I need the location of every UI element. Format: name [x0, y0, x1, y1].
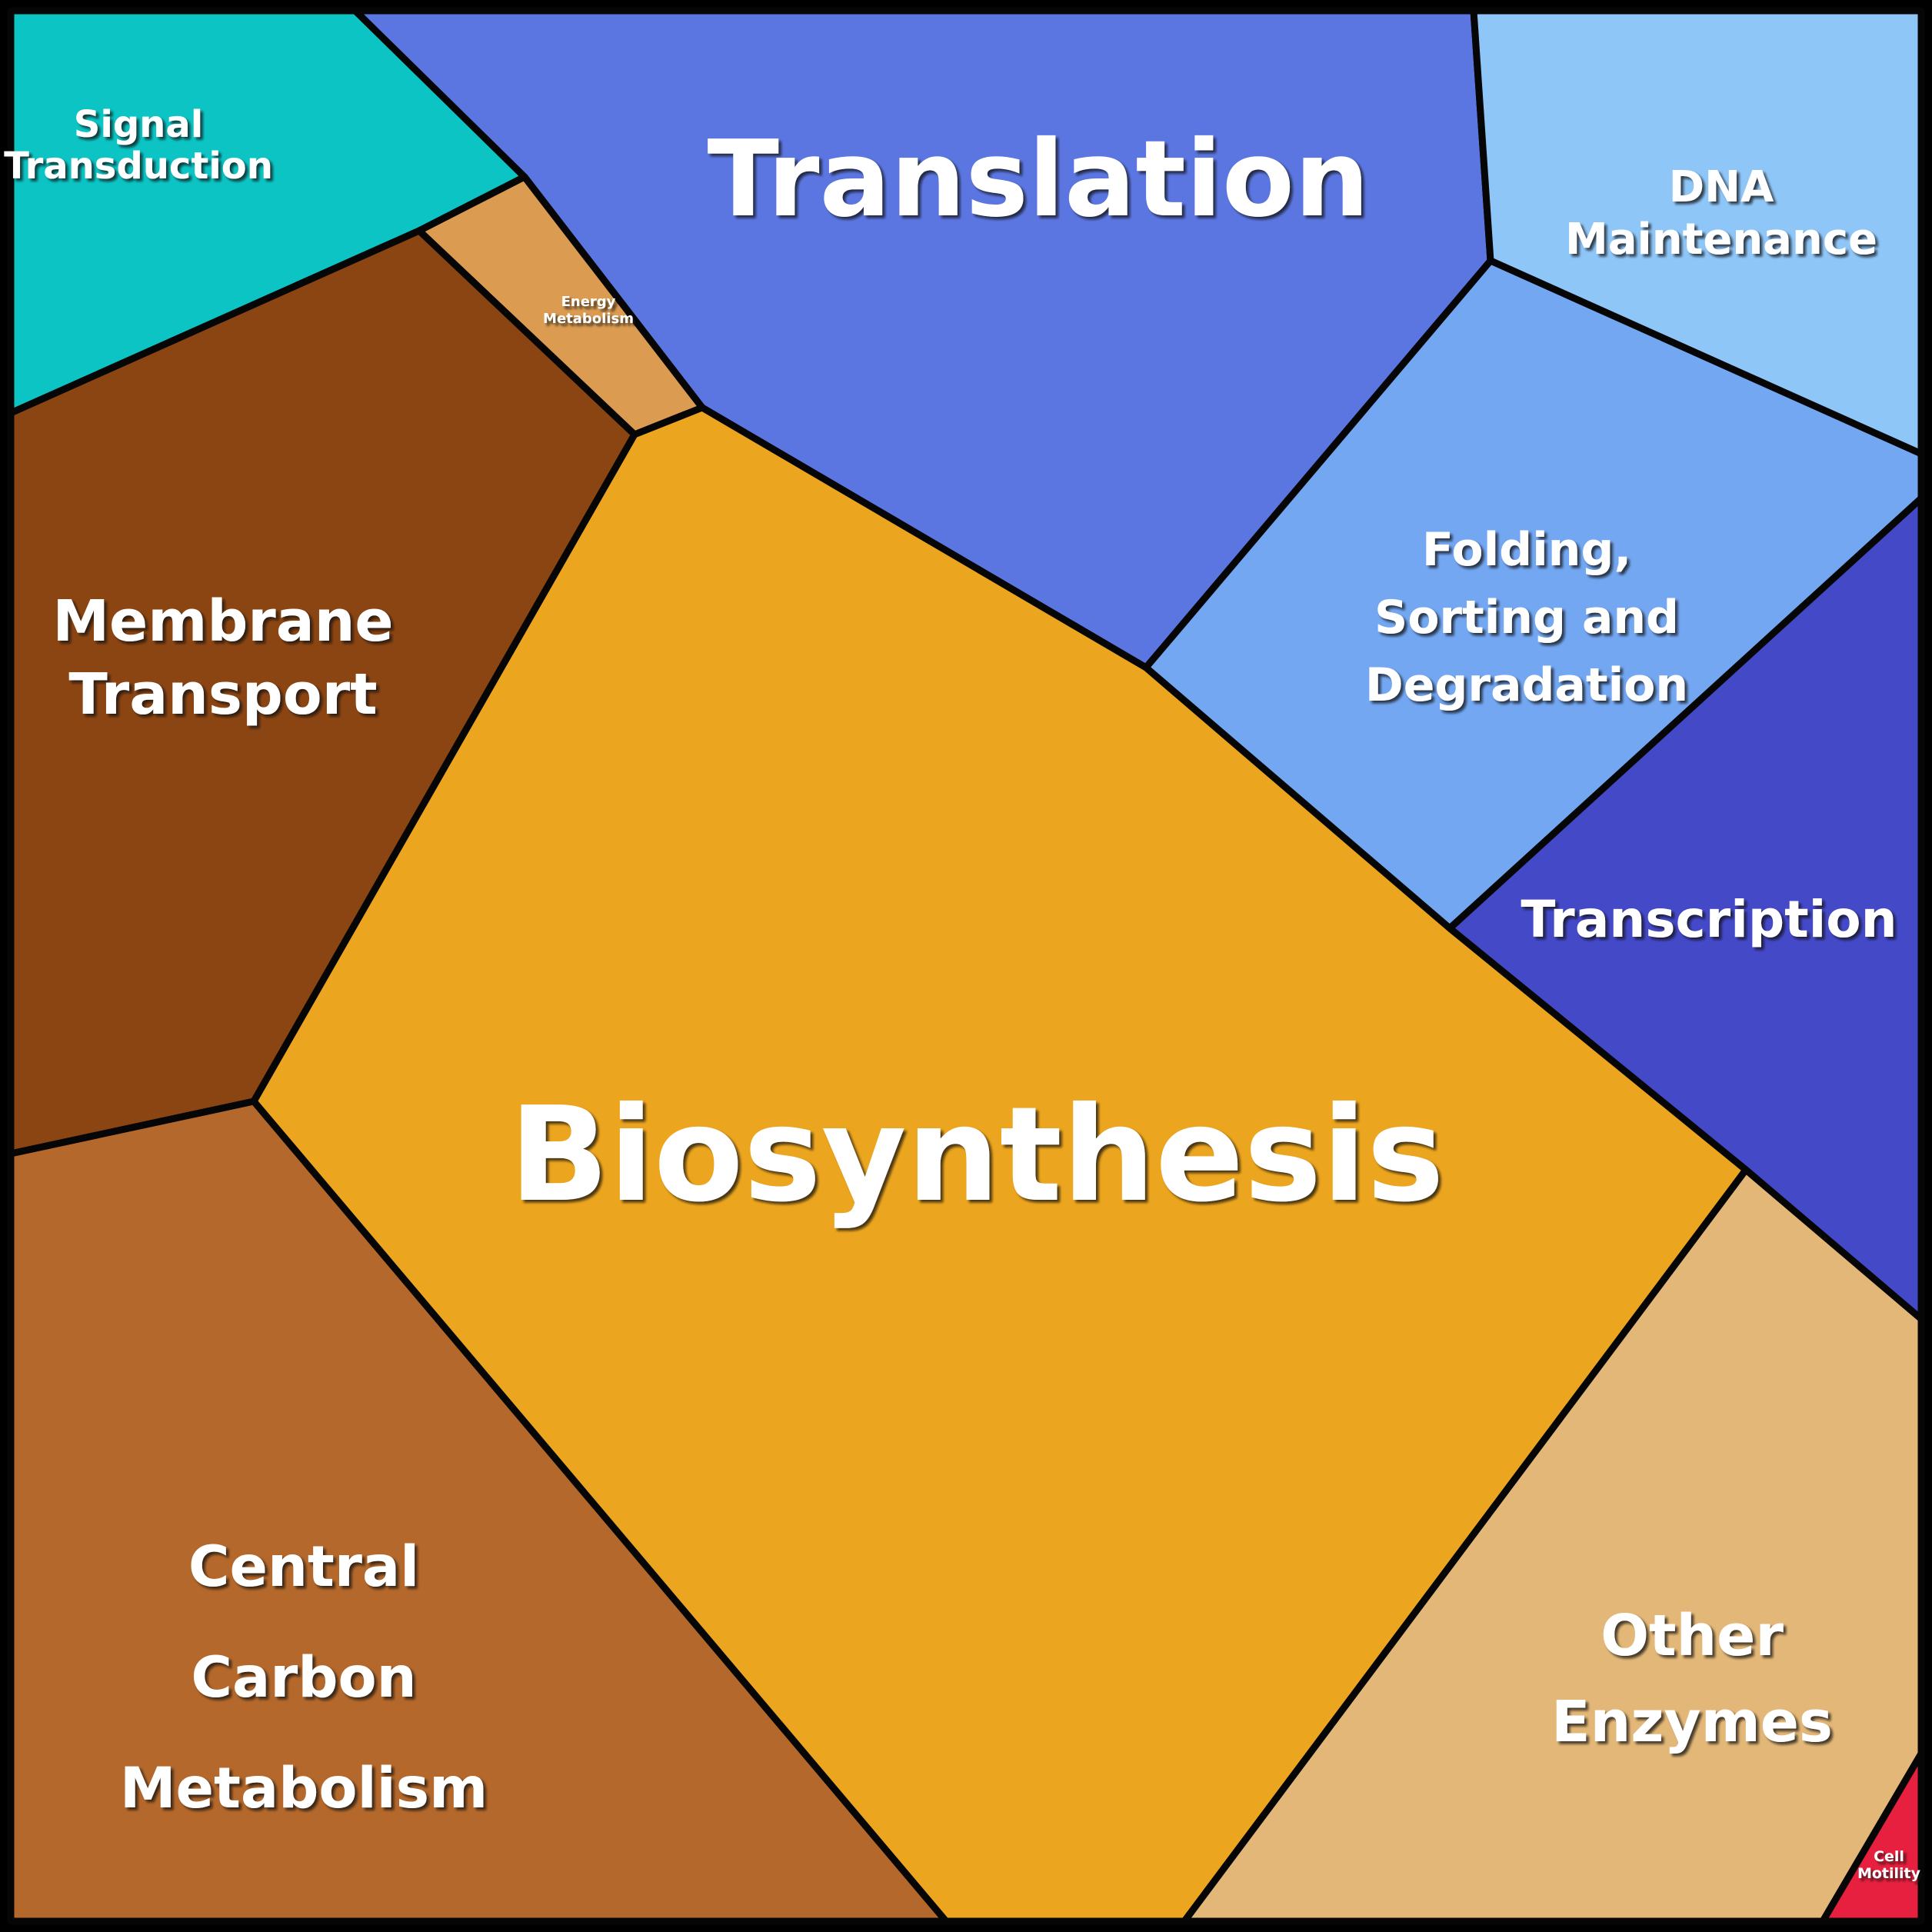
label-membrane-transport-line1: Membrane [52, 588, 393, 655]
label-other-enzymes-line2: Enzymes [1551, 1689, 1833, 1755]
label-other-enzymes-line1: Other [1601, 1603, 1784, 1669]
label-energy-metabolism-line1: Energy [561, 294, 616, 310]
label-central-carbon-line2: Carbon [191, 1645, 416, 1710]
label-membrane-transport-line2: Transport [68, 661, 377, 728]
label-cell-motility-line2: Motility [1857, 1865, 1921, 1882]
region-cell-motility[interactable] [1819, 1750, 1925, 1925]
label-signal-transduction-line2: Transduction [4, 145, 273, 188]
label-cell-motility-line1: Cell [1874, 1848, 1904, 1865]
label-dna-maintenance-line1: DNA [1669, 162, 1774, 212]
label-signal-transduction-line1: Signal [74, 103, 203, 146]
treemap-cells [7, 7, 1925, 1925]
label-transcription: Transcription [1521, 890, 1897, 949]
label-folding-line2: Sorting and [1374, 591, 1679, 645]
label-dna-maintenance-line2: Maintenance [1565, 215, 1877, 265]
label-biosynthesis: Biosynthesis [509, 1079, 1444, 1231]
label-central-carbon-line3: Metabolism [120, 1756, 488, 1821]
label-folding-line3: Degradation [1365, 658, 1688, 712]
region-central-carbon-metabolism[interactable] [7, 1098, 950, 1925]
label-energy-metabolism-line2: Metabolism [543, 311, 634, 327]
treemap-labels: Signal Transduction Translation DNA Main… [4, 103, 1921, 1882]
label-folding-line1: Folding, [1422, 523, 1631, 577]
label-central-carbon-line1: Central [188, 1534, 419, 1600]
label-translation: Translation [708, 118, 1370, 241]
